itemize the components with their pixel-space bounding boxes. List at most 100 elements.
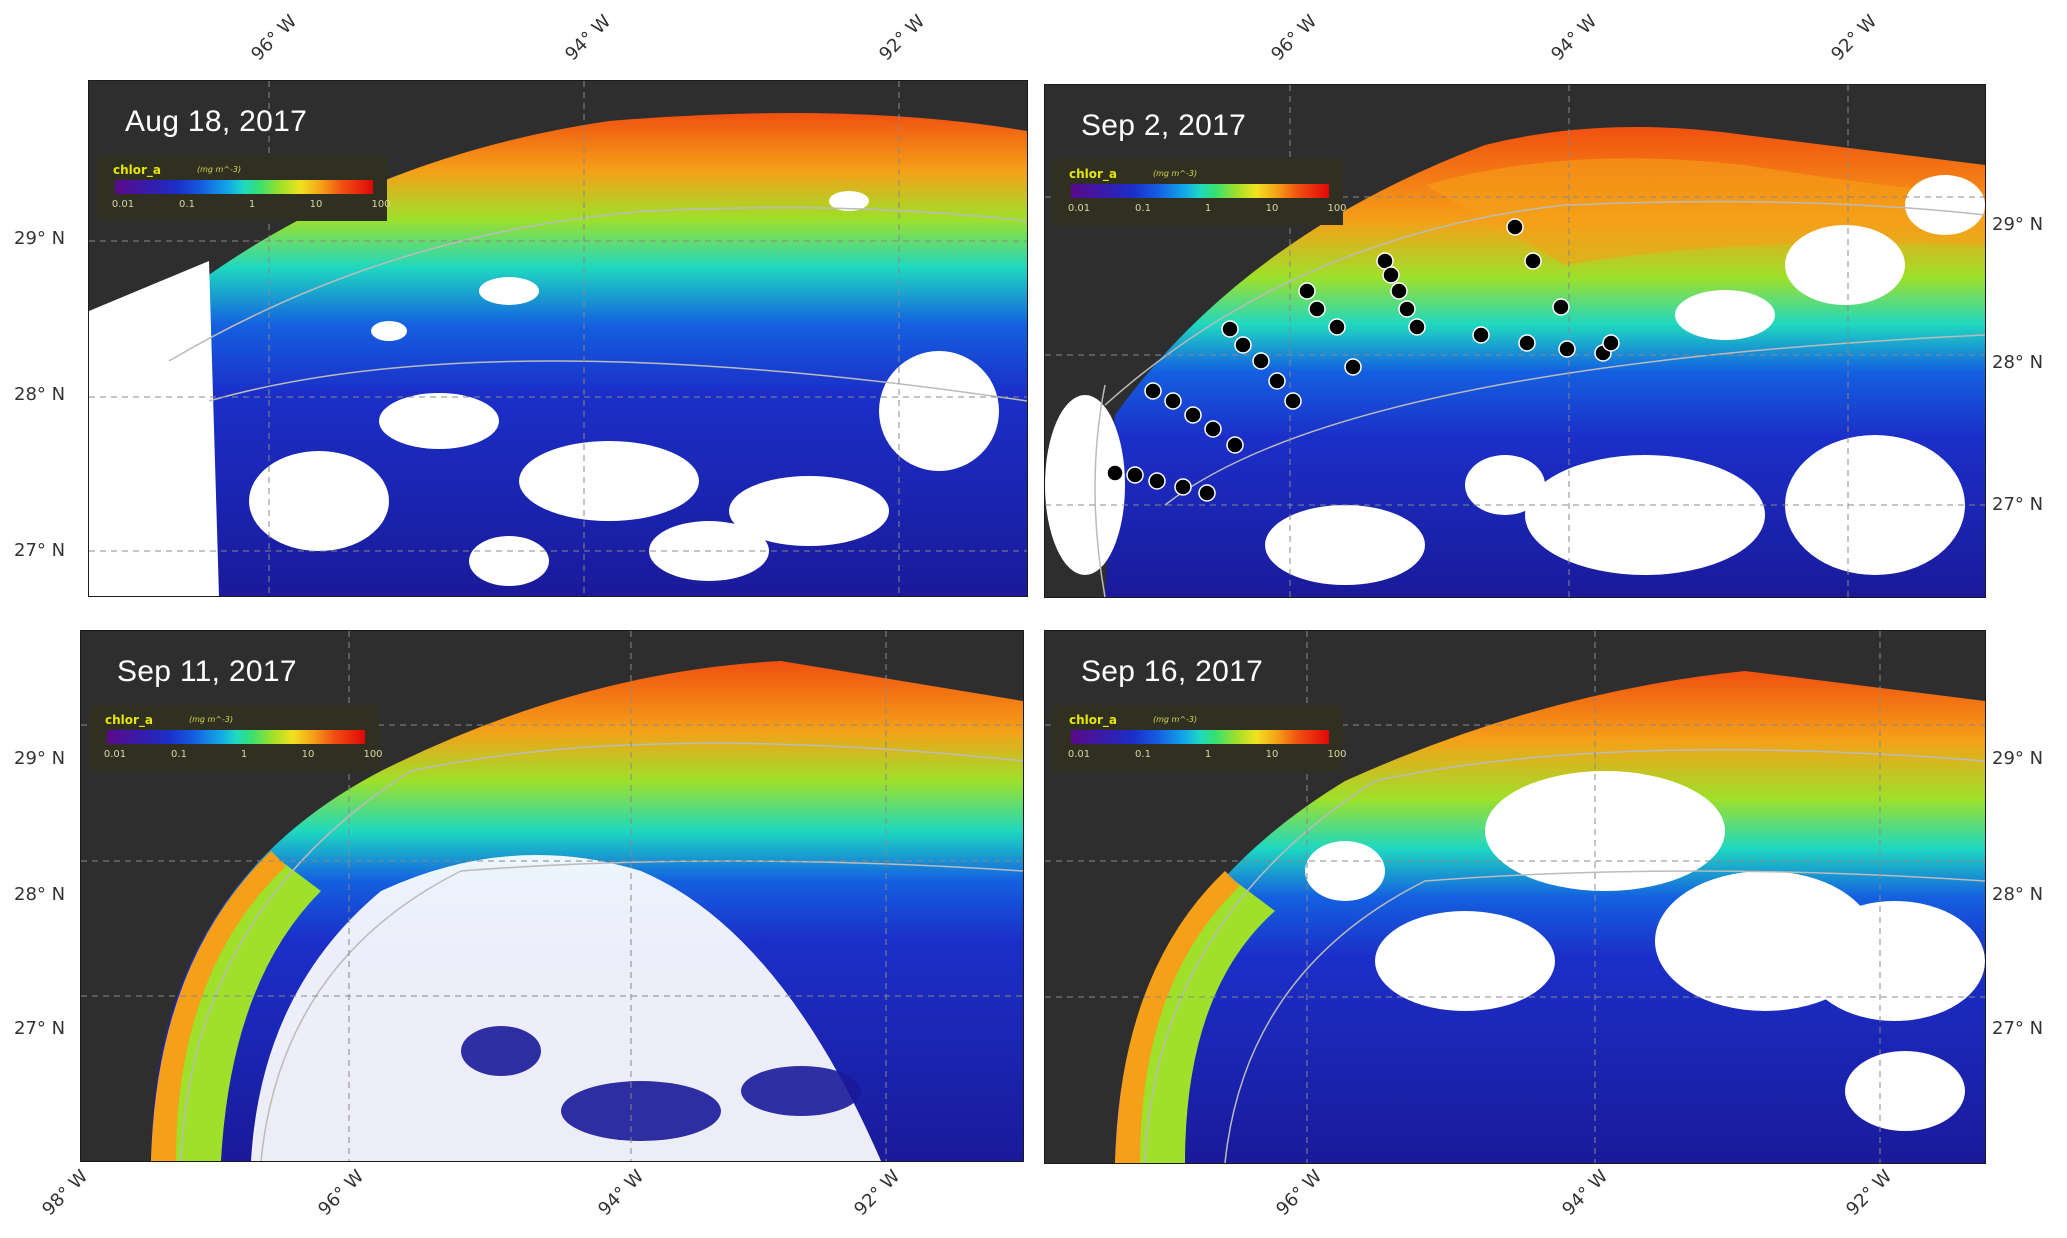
colorbar-title: chlor_a [105,713,154,727]
lat-label: 28° N [14,884,66,905]
colorbar-unit: (mg m^-3) [189,715,234,724]
colorbar-gradient [107,730,365,744]
panel-date-label: Sep 11, 2017 [117,655,297,688]
lon-label-top: 94° W [1547,10,1602,66]
colorbar-ticks: 0.01 0.1 1 10 100 [1061,749,1347,763]
lon-label-bottom: 94° W [1557,1166,1612,1221]
map-panel-sep16: Sep 16, 2017 chlor_a (mg m^-3) 0.01 0.1 … [1044,630,1986,1164]
station-marker [1174,478,1192,496]
colorbar-tick: 0.01 [1067,749,1091,760]
colorbar-tick: 0.1 [179,199,195,210]
station-marker [1221,320,1239,338]
colorbar-tick: 1 [1204,203,1212,214]
colorbar-tick: 1 [240,749,248,760]
station-marker [1398,300,1416,318]
lat-label: 29° N [14,228,66,249]
panel-date-label: Sep 2, 2017 [1081,109,1247,142]
colorbar-tick: 100 [1327,203,1347,214]
station-marker [1298,282,1316,300]
map-panel-sep11: Sep 11, 2017 chlor_a (mg m^-3) 0.01 0.1 … [80,630,1024,1162]
station-marker [1204,420,1222,438]
station-marker [1382,266,1400,284]
chlorophyll-map [89,81,1027,596]
station-marker [1144,382,1162,400]
lon-label-top: 92° W [875,10,930,66]
map-panel-sep02: Sep 2, 2017 chlor_a (mg m^-3) 0.01 0.1 1… [1044,84,1986,598]
colorbar-tick: 10 [301,749,315,760]
chlorophyll-map [1045,85,1985,597]
station-marker [1252,352,1270,370]
station-marker [1552,298,1570,316]
lat-label-right: 27° N [1992,1018,2044,1039]
lon-label-bottom: 96° W [1271,1166,1326,1221]
station-marker [1524,252,1542,270]
colorbar-ticks: 0.01 0.1 1 10 100 [1061,203,1347,217]
station-marker [1328,318,1346,336]
colorbar-ticks: 0.01 0.1 1 10 100 [97,749,383,763]
colorbar-legend: chlor_a (mg m^-3) 0.01 0.1 1 10 100 [89,705,383,771]
station-marker [1106,464,1124,482]
lon-label-bottom: 94° W [593,1166,648,1221]
station-marker [1602,334,1620,352]
lon-label-top: 94° W [561,10,616,66]
station-marker [1226,436,1244,454]
colorbar-ticks: 0.01 0.1 1 10 100 [105,199,391,213]
lat-label-right: 28° N [1992,884,2044,905]
colorbar-unit: (mg m^-3) [1153,715,1198,724]
colorbar-legend: chlor_a (mg m^-3) 0.01 0.1 1 10 100 [1053,705,1347,771]
lat-label-right: 29° N [1992,748,2044,769]
lon-label-top: 96° W [1267,10,1322,66]
station-marker [1408,318,1426,336]
lat-label: 27° N [14,1018,66,1039]
station-marker [1126,466,1144,484]
map-panel-aug18: Aug 18, 2017 chlor_a (mg m^-3) 0.01 0.1 … [88,80,1028,597]
station-marker [1184,406,1202,424]
station-marker [1308,300,1326,318]
chlorophyll-map [81,631,1023,1161]
lat-label: 28° N [14,384,66,405]
station-marker [1284,392,1302,410]
colorbar-tick: 0.1 [1135,203,1151,214]
station-marker [1234,336,1252,354]
colorbar-legend: chlor_a (mg m^-3) 0.01 0.1 1 10 100 [97,155,391,221]
station-marker [1164,392,1182,410]
station-marker [1268,372,1286,390]
colorbar-tick: 10 [1265,749,1279,760]
lon-label-bottom: 98° W [37,1166,92,1221]
lat-label-right: 29° N [1992,214,2044,235]
colorbar-gradient [1071,730,1329,744]
lat-label-right: 28° N [1992,352,2044,373]
colorbar-gradient [1071,184,1329,198]
lon-label-bottom: 92° W [849,1166,904,1221]
colorbar-tick: 0.1 [171,749,187,760]
lat-label: 29° N [14,748,66,769]
station-marker [1390,282,1408,300]
colorbar-tick: 100 [371,199,391,210]
station-marker [1198,484,1216,502]
colorbar-gradient [115,180,373,194]
station-marker [1344,358,1362,376]
colorbar-tick: 0.01 [103,749,127,760]
colorbar-tick: 10 [1265,203,1279,214]
station-marker [1472,326,1490,344]
station-marker [1518,334,1536,352]
station-marker [1506,218,1524,236]
lon-label-bottom: 92° W [1841,1166,1896,1221]
colorbar-tick: 0.1 [1135,749,1151,760]
colorbar-tick: 100 [363,749,383,760]
colorbar-title: chlor_a [1069,713,1118,727]
colorbar-title: chlor_a [1069,167,1118,181]
lon-label-top: 92° W [1827,10,1882,66]
panel-date-label: Sep 16, 2017 [1081,655,1264,688]
chlorophyll-map [1045,631,1985,1163]
station-marker [1558,340,1576,358]
lat-label: 27° N [14,540,66,561]
colorbar-unit: (mg m^-3) [197,165,242,174]
colorbar-title: chlor_a [113,163,162,177]
colorbar-tick: 0.01 [111,199,135,210]
lon-label-bottom: 96° W [313,1166,368,1221]
colorbar-tick: 1 [248,199,256,210]
colorbar-tick: 10 [309,199,323,210]
colorbar-tick: 1 [1204,749,1212,760]
